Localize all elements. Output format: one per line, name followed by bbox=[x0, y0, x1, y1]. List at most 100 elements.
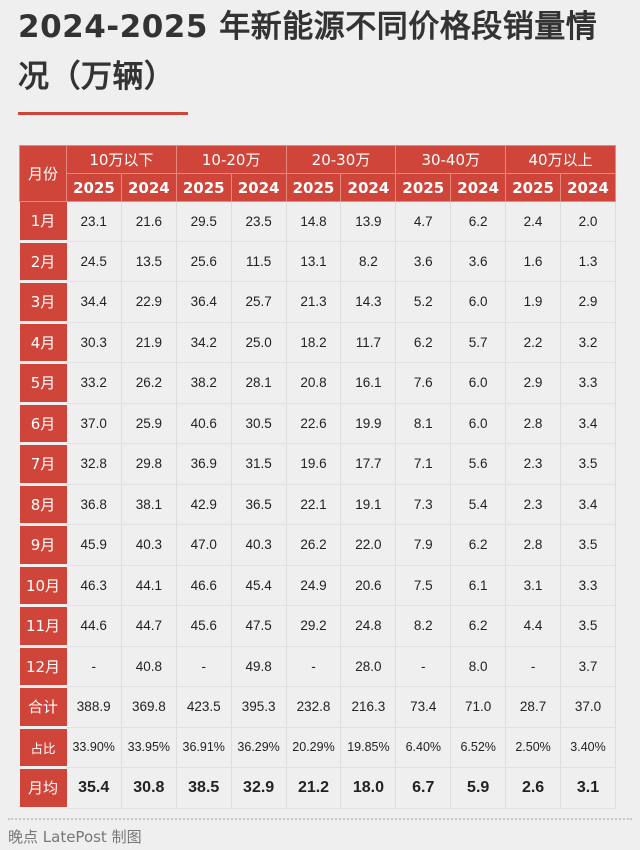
table-row: 7月 32.8 29.8 36.9 31.5 19.6 17.7 7.1 5.6 2.3 3.5 bbox=[19, 443, 616, 486]
table-cell: 13.5 bbox=[121, 241, 177, 282]
row-label: 合计 bbox=[19, 686, 67, 729]
price-group-header: 10万以下 bbox=[66, 145, 177, 174]
sales-table: 月份 10万以下 10-20万 20-30万 30-40万 40万以上 2025 2024… bbox=[19, 145, 616, 810]
table-cell: 19.1 bbox=[340, 484, 397, 525]
table-cell: 232.8 bbox=[286, 686, 342, 728]
table-cell: 38.1 bbox=[121, 484, 177, 525]
price-group-header: 10-20万 bbox=[175, 145, 287, 174]
month-header: 月份 bbox=[19, 145, 67, 202]
price-group-header: 20-30万 bbox=[285, 145, 397, 174]
table-cell: 2.0 bbox=[560, 201, 616, 242]
row-label: 2月 bbox=[19, 241, 67, 283]
table-cell: 40.3 bbox=[231, 524, 287, 566]
table-cell: 36.5 bbox=[231, 484, 287, 525]
year-header: 2024 bbox=[340, 173, 397, 202]
table-cell: 24.5 bbox=[66, 241, 122, 282]
table-row: 12月 -40.8-49.8-28.0-8.0-3.7 bbox=[19, 646, 616, 688]
table-row: 月均 35.4 30.8 38.5 32.9 21.2 18.0 6.7 5.9 2.6 3.1 bbox=[19, 767, 616, 810]
table-cell: 1.9 bbox=[505, 281, 562, 323]
year-header: 2025 bbox=[175, 173, 232, 202]
table-cell: 19.85% bbox=[340, 727, 397, 768]
table-cell: 8.1 bbox=[395, 403, 452, 444]
table-cell: 32.9 bbox=[231, 767, 287, 809]
table-cell: 37.0 bbox=[66, 403, 122, 444]
table-cell: 6.2 bbox=[450, 201, 507, 242]
table-cell: 5.6 bbox=[450, 443, 507, 485]
table-cell: 20.29% bbox=[286, 727, 342, 768]
table-cell: 46.6 bbox=[176, 565, 232, 606]
table-row: 1月 23.1 21.6 29.5 23.5 14.8 13.9 4.7 6.2 2.4 2.0 bbox=[19, 201, 616, 243]
table-cell: 38.5 bbox=[176, 767, 232, 809]
table-cell: 1.3 bbox=[560, 241, 616, 282]
table-cell: 6.2 bbox=[450, 524, 507, 566]
table-cell: 16.1 bbox=[340, 362, 397, 404]
row-label: 5月 bbox=[19, 362, 67, 405]
table-cell: 40.6 bbox=[176, 403, 232, 444]
table-cell: 7.9 bbox=[395, 524, 452, 566]
table-row: 4月 30.3 21.9 34.2 25.0 18.2 11.7 6.2 5.7 2.2 3.2 bbox=[19, 322, 616, 364]
table-cell: 25.0 bbox=[231, 322, 287, 363]
table-cell: 2.50% bbox=[505, 727, 562, 768]
table-cell: 25.6 bbox=[176, 241, 232, 282]
table-cell: 6.0 bbox=[450, 403, 507, 444]
table-row: 5月 33.2 26.2 38.2 28.1 20.8 16.1 7.6 6.0 2.9 3.3 bbox=[19, 362, 616, 405]
table-cell: 33.95% bbox=[121, 727, 177, 768]
table-cell: 5.9 bbox=[450, 767, 507, 809]
table-cell: 5.2 bbox=[395, 281, 452, 323]
table-cell: 6.2 bbox=[395, 322, 452, 363]
year-header: 2025 bbox=[285, 173, 342, 202]
table-cell: 17.7 bbox=[340, 443, 397, 485]
row-label: 6月 bbox=[19, 403, 67, 445]
price-group-header: 30-40万 bbox=[395, 145, 507, 174]
table-cell: 4.4 bbox=[505, 605, 562, 647]
table-cell: 423.5 bbox=[176, 686, 232, 728]
table-cell: 2.2 bbox=[505, 322, 562, 363]
table-cell: 45.4 bbox=[231, 565, 287, 606]
table-cell: 46.3 bbox=[66, 565, 122, 606]
table-cell: 24.8 bbox=[340, 605, 397, 647]
table-row: 10月 46.3 44.1 46.6 45.4 24.9 20.6 7.5 6.1 3.1 3.3 bbox=[19, 565, 616, 607]
year-header: 2024 bbox=[450, 173, 507, 202]
table-cell: 29.2 bbox=[286, 605, 342, 647]
table-cell: 38.2 bbox=[176, 362, 232, 404]
table-cell: 26.2 bbox=[286, 524, 342, 566]
footer-credit: 晚点 LatePost 制图 bbox=[8, 828, 142, 846]
table-cell: 3.6 bbox=[395, 241, 452, 282]
title-underline bbox=[18, 112, 188, 115]
table-cell: 369.8 bbox=[121, 686, 177, 728]
table-cell: 2.9 bbox=[560, 281, 616, 323]
table-cell: 31.5 bbox=[231, 443, 287, 485]
table-cell: 28.7 bbox=[505, 686, 562, 728]
table-cell: 388.9 bbox=[66, 686, 122, 728]
table-cell: 19.9 bbox=[340, 403, 397, 444]
table-cell: 3.7 bbox=[560, 646, 616, 687]
table-cell: 36.4 bbox=[176, 281, 232, 323]
table-cell: 3.6 bbox=[450, 241, 507, 282]
table-cell: 2.6 bbox=[505, 767, 562, 809]
table-cell: 36.9 bbox=[176, 443, 232, 485]
table-cell: 3.40% bbox=[560, 727, 616, 768]
table-cell: 1.6 bbox=[505, 241, 562, 282]
table-cell: 8.2 bbox=[395, 605, 452, 647]
table-cell: - bbox=[505, 646, 562, 687]
table-cell: 21.2 bbox=[286, 767, 342, 809]
year-header: 2024 bbox=[560, 173, 616, 202]
table-row: 2月 24.5 13.5 25.6 11.5 13.1 8.2 3.6 3.6 1.6 1.3 bbox=[19, 241, 616, 283]
table-cell: 49.8 bbox=[231, 646, 287, 687]
row-label: 11月 bbox=[19, 605, 67, 648]
table-cell: 23.5 bbox=[231, 201, 287, 242]
table-cell: 6.7 bbox=[395, 767, 452, 809]
table-cell: 47.5 bbox=[231, 605, 287, 647]
table-cell: 23.1 bbox=[66, 201, 122, 242]
year-header: 2025 bbox=[505, 173, 562, 202]
table-cell: 3.1 bbox=[505, 565, 562, 606]
table-row: 占比 33.90% 33.95% 36.91% 36.29% 20.29% 19.85% 6.… bbox=[19, 727, 616, 769]
table-cell: 6.52% bbox=[450, 727, 507, 768]
table-cell: 19.6 bbox=[286, 443, 342, 485]
table-cell: 20.6 bbox=[340, 565, 397, 606]
table-cell: 29.8 bbox=[121, 443, 177, 485]
table-cell: 395.3 bbox=[231, 686, 287, 728]
row-label: 1月 bbox=[19, 201, 67, 243]
table-cell: 21.9 bbox=[121, 322, 177, 363]
table-cell: 33.90% bbox=[66, 727, 122, 768]
